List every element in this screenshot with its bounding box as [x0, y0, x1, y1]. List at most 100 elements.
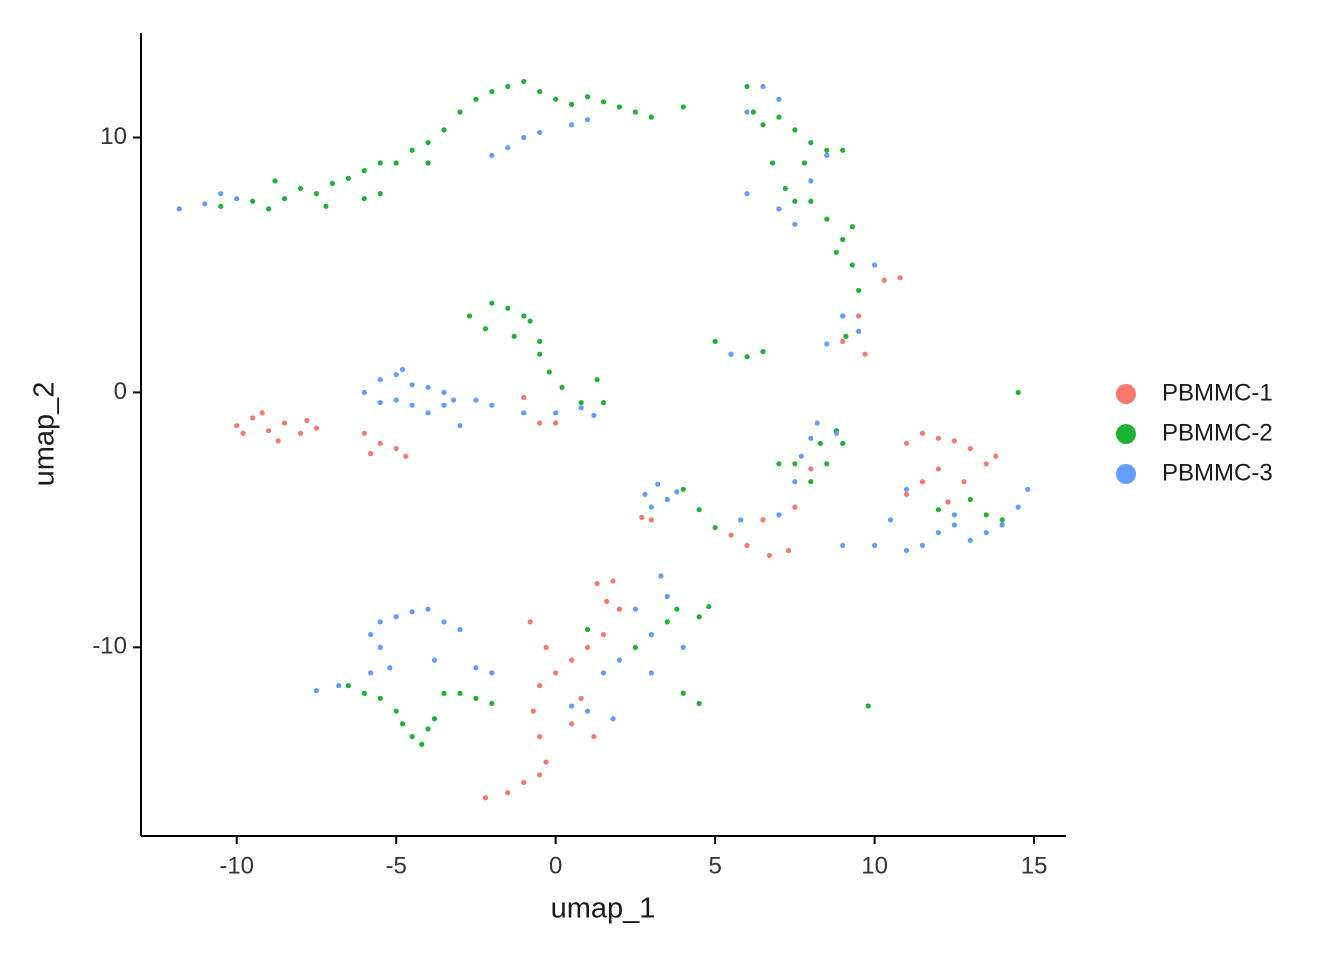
point — [441, 402, 447, 408]
point — [967, 496, 973, 503]
point — [993, 453, 999, 459]
point — [537, 733, 543, 740]
point — [744, 354, 750, 360]
point — [473, 695, 479, 701]
point — [425, 160, 431, 166]
point — [983, 530, 989, 536]
point — [265, 206, 272, 212]
point — [760, 349, 766, 355]
point — [776, 206, 782, 212]
point — [313, 425, 320, 431]
point — [600, 99, 607, 105]
point — [559, 384, 565, 390]
point — [336, 682, 342, 689]
point — [234, 196, 240, 202]
point — [419, 741, 425, 747]
legend-label: PBMMC-2 — [1162, 419, 1273, 446]
point — [680, 486, 686, 492]
point — [537, 351, 543, 357]
point — [632, 644, 638, 650]
point — [569, 657, 575, 663]
point — [441, 389, 447, 396]
point — [639, 514, 645, 520]
point — [833, 430, 839, 436]
point — [728, 351, 734, 357]
point — [569, 703, 575, 709]
point — [648, 504, 654, 510]
point — [760, 122, 766, 128]
point — [431, 657, 438, 663]
point — [473, 665, 479, 671]
point — [505, 145, 511, 151]
point — [240, 430, 246, 436]
point — [275, 438, 281, 444]
point — [935, 530, 942, 536]
point — [840, 313, 846, 319]
point — [489, 402, 495, 408]
point — [377, 644, 383, 650]
point — [377, 440, 383, 447]
point — [782, 185, 788, 192]
point — [776, 512, 782, 518]
point — [569, 122, 575, 128]
point — [313, 688, 320, 694]
point — [897, 275, 903, 281]
point — [744, 191, 750, 197]
point — [840, 338, 846, 345]
point — [505, 790, 511, 796]
point — [281, 420, 288, 426]
point — [304, 417, 310, 424]
point — [967, 445, 973, 452]
point — [505, 83, 511, 90]
point — [584, 644, 591, 650]
point — [259, 410, 265, 416]
point — [489, 89, 495, 95]
legend-label: PBMMC-1 — [1162, 379, 1273, 406]
point — [856, 328, 862, 334]
point — [399, 721, 406, 727]
point — [632, 109, 638, 115]
point — [584, 117, 591, 123]
point — [642, 491, 648, 498]
point — [824, 147, 830, 153]
point — [218, 191, 224, 197]
point — [361, 430, 367, 436]
point — [393, 708, 399, 714]
point — [537, 772, 543, 778]
point — [738, 517, 744, 523]
point — [457, 690, 463, 696]
x-tick-label: -5 — [386, 852, 407, 879]
point — [951, 522, 957, 528]
point — [368, 632, 374, 638]
point — [489, 300, 495, 306]
point — [409, 733, 415, 740]
point — [872, 262, 878, 268]
point — [584, 626, 591, 633]
point — [521, 313, 527, 319]
point — [935, 466, 942, 472]
point — [202, 201, 208, 207]
point — [610, 578, 616, 584]
point — [792, 461, 798, 467]
point — [569, 721, 575, 727]
point — [521, 78, 527, 85]
point — [272, 178, 278, 184]
point — [680, 690, 686, 696]
point — [377, 619, 383, 625]
point — [961, 479, 967, 485]
point — [250, 415, 256, 421]
point — [377, 377, 383, 383]
point — [489, 670, 495, 676]
point — [594, 581, 600, 587]
point — [674, 489, 680, 495]
point — [935, 435, 942, 441]
point — [604, 598, 610, 605]
y-tick-label: 0 — [114, 378, 127, 405]
point — [887, 517, 894, 523]
point — [792, 221, 798, 227]
point — [511, 333, 517, 339]
point — [750, 109, 757, 115]
point — [543, 759, 549, 765]
point — [393, 371, 399, 378]
legend-swatch — [1116, 384, 1136, 404]
